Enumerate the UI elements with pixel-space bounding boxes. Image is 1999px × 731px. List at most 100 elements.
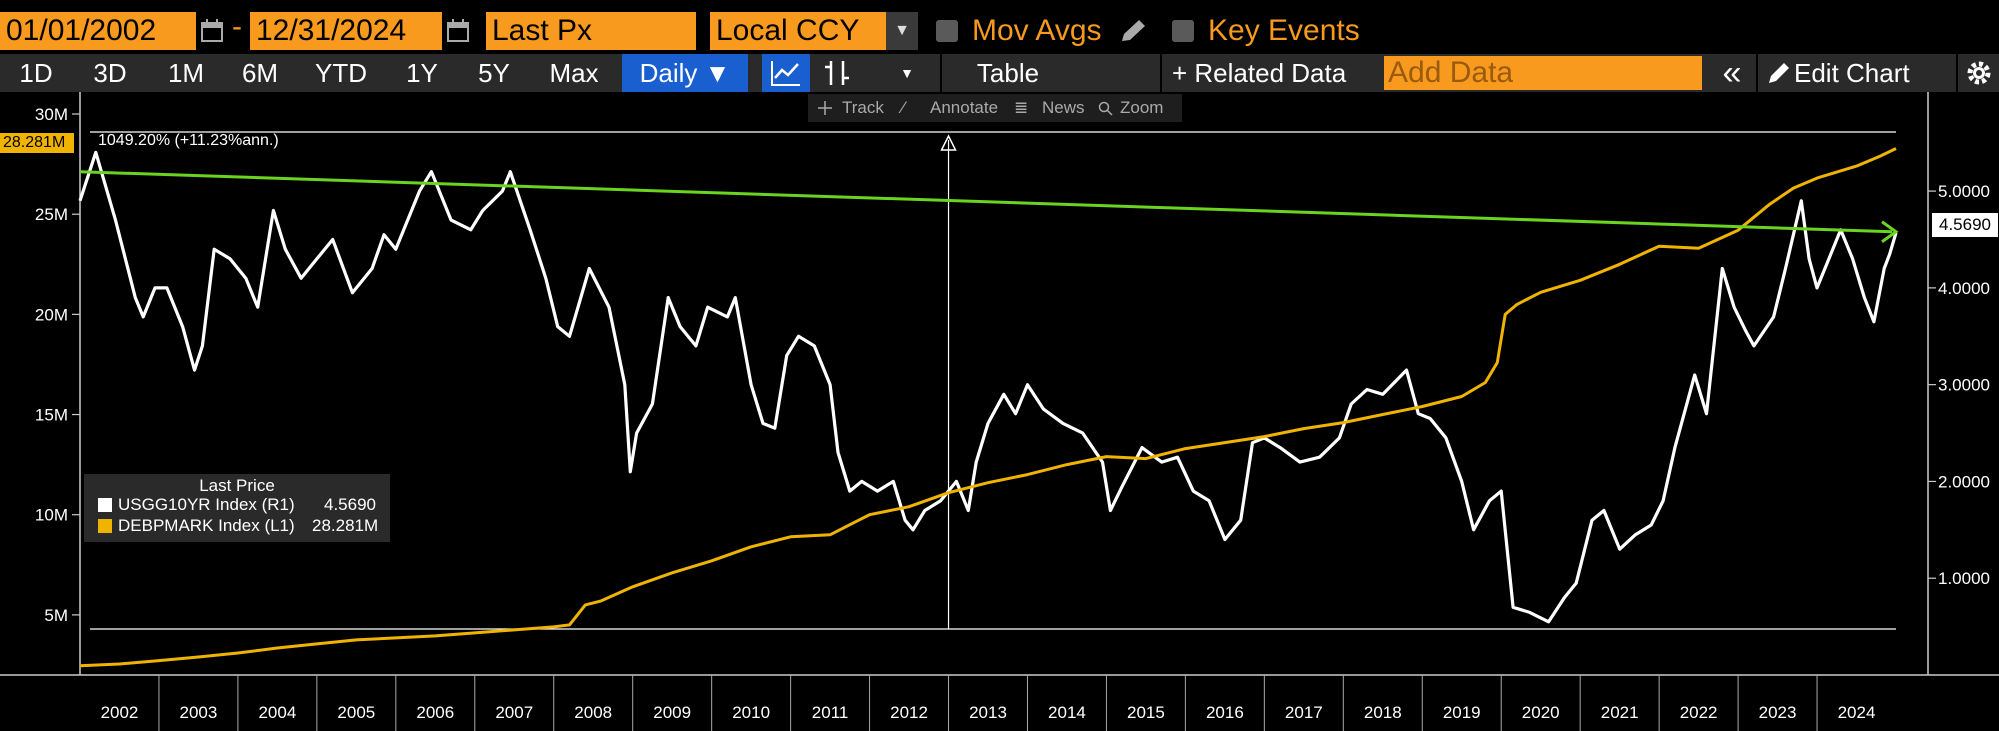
pencil-icon[interactable]: [1118, 17, 1148, 45]
y-left-tick-label: 15M: [35, 406, 68, 425]
news-tool[interactable]: News: [1042, 98, 1085, 117]
y-right-tick-label: 1.0000: [1938, 569, 1990, 588]
y-left-tick-label: 10M: [35, 506, 68, 525]
chevron-down-icon[interactable]: ▼: [886, 12, 918, 50]
related-data-button[interactable]: + Related Data: [1160, 54, 1380, 92]
range-ytd-button[interactable]: YTD: [296, 54, 386, 92]
range-max-button[interactable]: Max: [530, 54, 618, 92]
calendar-icon[interactable]: [198, 14, 226, 48]
track-tool[interactable]: Track: [842, 98, 884, 117]
mov-avgs-checkbox[interactable]: [936, 20, 958, 42]
x-tick-label: 2011: [812, 703, 849, 722]
y-axis-right-ticks: 1.0000 2.0000 3.0000 4.0000 5.0000: [1928, 182, 1990, 588]
field-selector[interactable]: Last Px: [486, 12, 696, 50]
legend-swatch: [98, 519, 112, 533]
end-date-field[interactable]: 12/31/2024: [250, 12, 442, 50]
annotate-tool[interactable]: Annotate: [930, 98, 999, 117]
magnifier-icon: [1098, 101, 1113, 116]
mov-avgs-label[interactable]: Mov Avgs: [972, 14, 1102, 47]
range-1m-button[interactable]: 1M: [148, 54, 224, 92]
range-3d-button[interactable]: 3D: [72, 54, 148, 92]
edit-chart-label: Edit Chart: [1794, 58, 1910, 88]
x-tick-label: 2004: [258, 703, 296, 722]
left-axis-last-value: 28.281M: [0, 133, 74, 153]
range-1d-button[interactable]: 1D: [0, 54, 72, 92]
frequency-dropdown[interactable]: Daily ▼: [622, 54, 748, 92]
key-events-checkbox[interactable]: [1172, 20, 1194, 42]
trend-line[interactable]: [79, 170, 1893, 234]
y-right-tick-label: 2.0000: [1938, 472, 1990, 491]
legend-title: Last Price: [199, 476, 275, 495]
legend-series-value: 28.281M: [312, 516, 379, 535]
x-tick-label: 2019: [1443, 703, 1481, 722]
pencil-icon: [1769, 63, 1789, 83]
x-tick-label: 2009: [653, 703, 691, 722]
collapse-button[interactable]: «: [1710, 54, 1754, 92]
chart-settings-bar: 01/01/2002 - 12/31/2024 Last Px Local CC…: [0, 0, 1999, 54]
currency-selector[interactable]: Local CCY: [710, 12, 886, 50]
toolbar: 1D 3D 1M 6M YTD 1Y 5Y Max Daily ▼ ▼ Tabl…: [0, 54, 1999, 92]
chart-reference-lines: [90, 131, 1896, 630]
x-tick-label: 2008: [574, 703, 612, 722]
zoom-tool[interactable]: Zoom: [1120, 98, 1164, 117]
x-tick-label: 2005: [337, 703, 375, 722]
x-tick-label: 2016: [1206, 703, 1244, 722]
legend-series-name: USGG10YR Index (R1): [118, 495, 295, 514]
range-6m-button[interactable]: 6M: [224, 54, 296, 92]
y-right-tick-label: 5.0000: [1938, 182, 1990, 201]
y-left-tick-label: 5M: [44, 606, 68, 625]
x-tick-label: 2014: [1048, 703, 1086, 722]
add-data-input[interactable]: Add Data: [1384, 56, 1702, 90]
x-tick-label: 2015: [1127, 703, 1165, 722]
y-left-tick-label: 25M: [35, 205, 68, 224]
y-left-tick-label: 20M: [35, 305, 68, 324]
x-tick-label: 2006: [416, 703, 454, 722]
series-line-usgg10yr: [78, 150, 1898, 624]
x-axis-ticks: 2002 2003 2004 2005 2006 2007 2008 2009 2010 2011…: [101, 675, 1876, 731]
line-chart-icon[interactable]: [762, 54, 810, 92]
x-tick-label: 2003: [180, 703, 218, 722]
legend-swatch: [98, 498, 112, 512]
series-line-debpmark: [79, 147, 1897, 668]
y-left-tick-label: 30M: [35, 105, 68, 124]
x-tick-label: 2022: [1680, 703, 1718, 722]
bar-chart-icon[interactable]: [814, 54, 860, 92]
x-tick-label: 2012: [890, 703, 928, 722]
calendar-icon[interactable]: [444, 14, 472, 48]
x-tick-label: 2013: [969, 703, 1007, 722]
x-tick-label: 2018: [1364, 703, 1402, 722]
x-tick-label: 2024: [1838, 703, 1876, 722]
gear-icon[interactable]: [1956, 54, 1999, 92]
x-tick-label: 2020: [1522, 703, 1560, 722]
key-events-label[interactable]: Key Events: [1208, 14, 1360, 47]
news-icon: ≣: [1014, 98, 1029, 117]
performance-label: 1049.20% (+11.23%ann.): [98, 132, 279, 149]
date-separator: -: [232, 10, 242, 43]
legend-series-name: DEBPMARK Index (L1): [118, 516, 295, 535]
table-button[interactable]: Table: [940, 54, 1074, 92]
range-1y-button[interactable]: 1Y: [386, 54, 458, 92]
x-tick-label: 2021: [1601, 703, 1639, 722]
trend-line-arrow: [1881, 220, 1899, 243]
reference-arrow: [940, 134, 957, 151]
y-axis-left-ticks: 5M 10M 15M 20M 25M 30M: [35, 105, 80, 625]
x-tick-label: 2017: [1285, 703, 1323, 722]
chevron-down-icon[interactable]: ▼: [876, 54, 938, 92]
pencil-icon: ⁄: [902, 98, 905, 117]
legend-series-value: 4.5690: [324, 495, 376, 514]
y-right-tick-label: 4.0000: [1938, 279, 1990, 298]
edit-chart-button[interactable]: Edit Chart: [1756, 54, 1954, 92]
chart-legend[interactable]: Last Price USGG10YR Index (R1) 4.5690 DE…: [84, 474, 390, 542]
crosshair-icon: [818, 101, 832, 115]
price-chart[interactable]: 2002 2003 2004 2005 2006 2007 2008 2009 2010 2011…: [0, 92, 1999, 731]
y-right-tick-label: 3.0000: [1938, 376, 1990, 395]
right-axis-last-value: 4.5690: [1932, 213, 1998, 237]
chart-series: [78, 147, 1899, 668]
x-tick-label: 2023: [1759, 703, 1797, 722]
start-date-field[interactable]: 01/01/2002: [0, 12, 196, 50]
x-tick-label: 2007: [495, 703, 533, 722]
chart-tools: Track ⁄ Annotate ≣ News Zoom: [808, 94, 1182, 122]
x-tick-label: 2010: [732, 703, 770, 722]
x-tick-label: 2002: [101, 703, 139, 722]
range-5y-button[interactable]: 5Y: [458, 54, 530, 92]
